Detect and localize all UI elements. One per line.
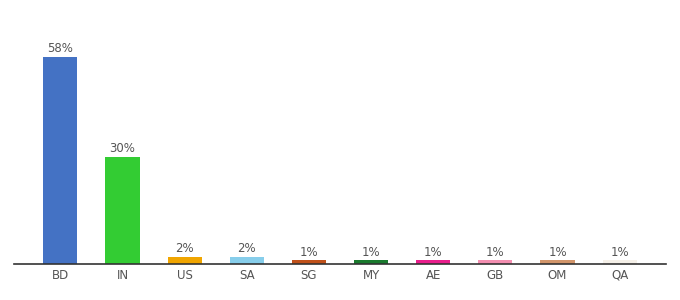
Text: 2%: 2% <box>237 242 256 255</box>
Text: 1%: 1% <box>611 246 629 259</box>
Bar <box>292 260 326 264</box>
Text: 2%: 2% <box>175 242 194 255</box>
Text: 30%: 30% <box>109 142 135 155</box>
Bar <box>602 260 636 264</box>
Text: 1%: 1% <box>424 246 443 259</box>
Bar <box>167 257 202 264</box>
Bar <box>541 260 575 264</box>
Text: 58%: 58% <box>48 42 73 55</box>
Bar <box>44 57 78 264</box>
Bar <box>416 260 450 264</box>
Text: 1%: 1% <box>362 246 380 259</box>
Bar <box>230 257 264 264</box>
Bar <box>354 260 388 264</box>
Text: 1%: 1% <box>548 246 567 259</box>
Text: 1%: 1% <box>300 246 318 259</box>
Bar <box>105 157 139 264</box>
Bar <box>478 260 513 264</box>
Text: 1%: 1% <box>486 246 505 259</box>
